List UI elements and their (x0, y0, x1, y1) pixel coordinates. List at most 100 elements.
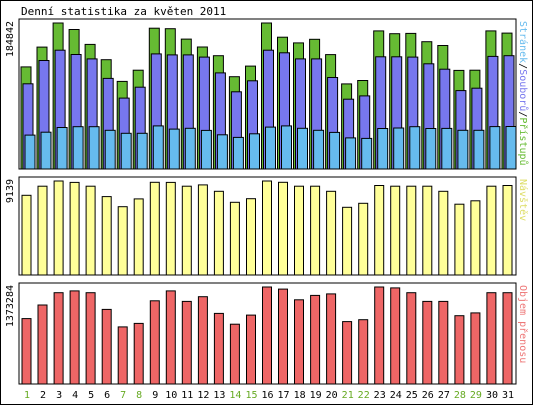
bar-hits-files-pages-s3-day-10 (168, 128, 180, 170)
bar-hits-files-pages-s3-day-19 (313, 129, 325, 170)
bar-traffic-s1-day-24 (390, 287, 401, 385)
bar-visits-s1-day-30 (486, 185, 497, 276)
bar-hits-files-pages-s3-day-16 (265, 126, 276, 170)
bar-hits-files-pages-s3-day-4 (72, 126, 84, 170)
legend-traffic-part-1: Objem přenosu (517, 285, 529, 363)
bar-hits-files-pages-s3-day-29 (473, 129, 485, 170)
legend-hits-files-pages-part-3: Souborů (517, 69, 529, 111)
bar-visits-s1-day-9 (149, 181, 160, 276)
bar-traffic-s1-day-16 (262, 286, 272, 385)
bar-visits-s1-day-27 (438, 190, 449, 276)
bar-traffic-s1-day-21 (342, 321, 353, 385)
bar-visits-s1-day-24 (390, 185, 401, 276)
bar-hits-files-pages-s3-day-7 (120, 132, 132, 170)
bar-traffic-s1-day-14 (229, 323, 240, 385)
ymax-label-traffic: 1373284 (5, 285, 16, 327)
bar-visits-s1-day-26 (422, 185, 433, 276)
bar-visits-s1-day-25 (406, 185, 417, 276)
bar-hits-files-pages-s3-day-15 (249, 133, 260, 170)
x-label-day-9: 9 (152, 390, 158, 401)
bar-visits-s1-day-17 (278, 181, 288, 276)
legend-traffic: Objem přenosu (517, 285, 529, 363)
x-axis-labels: 1 2 3 4 5 6 7 8 9 10 11 12 13 14 15 16 17 18 19 20 21 22 23 24 2… (24, 390, 514, 401)
bar-visits-s1-day-11 (181, 185, 192, 276)
panel-visits: 9139 Návštěv (5, 176, 529, 276)
bar-traffic-s1-day-1 (21, 318, 32, 385)
x-label-day-11: 11 (181, 390, 193, 401)
x-label-day-8: 8 (136, 390, 142, 401)
x-label-day-31: 31 (502, 390, 514, 401)
bar-traffic-s1-day-8 (133, 322, 144, 385)
x-label-day-10: 10 (165, 390, 177, 401)
legend-hits-files-pages-part-5: Přístupů (517, 117, 529, 165)
x-label-day-6: 6 (104, 390, 110, 401)
bar-visits-s1-day-7 (117, 206, 128, 276)
ymax-label-hits-files-pages: 184842 (5, 21, 16, 57)
x-label-day-16: 16 (261, 390, 273, 401)
x-label-day-3: 3 (56, 390, 62, 401)
bar-visits-s1-day-23 (374, 185, 385, 276)
bar-traffic-s1-day-17 (278, 288, 288, 385)
bar-hits-files-pages-s3-day-13 (216, 134, 228, 170)
bar-visits-s1-day-10 (165, 181, 176, 276)
x-label-day-4: 4 (72, 390, 78, 401)
bar-hits-files-pages-s3-day-22 (361, 137, 373, 170)
x-label-day-20: 20 (326, 390, 338, 401)
bar-traffic-s1-day-29 (470, 312, 481, 385)
bar-traffic-s1-day-18 (294, 299, 304, 385)
bar-visits-s1-day-3 (53, 180, 64, 276)
bar-traffic-s1-day-13 (213, 312, 224, 385)
bar-hits-files-pages-s3-day-18 (297, 127, 308, 170)
bar-hits-files-pages-s3-day-17 (281, 125, 292, 170)
bar-visits-s1-day-1 (21, 194, 32, 276)
bar-traffic-s1-day-27 (438, 300, 449, 385)
bar-hits-files-pages-s3-day-2 (40, 131, 52, 170)
x-label-day-5: 5 (88, 390, 94, 401)
ymax-label-visits: 9139 (5, 179, 16, 203)
bar-hits-files-pages-s3-day-11 (184, 127, 196, 170)
series-traffic-1 (21, 286, 513, 385)
bar-visits-s1-day-13 (213, 190, 224, 276)
bar-traffic-s1-day-5 (85, 292, 96, 385)
legend-hits-files-pages-part-1: Stránek (517, 21, 529, 63)
bar-traffic-s1-day-9 (149, 300, 160, 385)
bar-hits-files-pages-s3-day-20 (329, 131, 341, 170)
legend-hits-files-pages: Stránek/Souborů/Přístupů (517, 21, 529, 166)
bar-hits-files-pages-s3-day-31 (505, 126, 517, 170)
bar-traffic-s1-day-11 (181, 300, 192, 385)
bar-hits-files-pages-s3-day-21 (345, 137, 357, 170)
legend-visits-part-1: Návštěv (517, 179, 529, 221)
bar-traffic-s1-day-28 (454, 315, 465, 385)
bar-traffic-s1-day-6 (101, 308, 112, 385)
x-label-day-18: 18 (294, 390, 306, 401)
bar-hits-files-pages-s3-day-24 (393, 127, 405, 170)
bar-hits-files-pages-s3-day-3 (56, 127, 68, 170)
bar-visits-s1-day-4 (69, 181, 80, 276)
bar-visits-s1-day-2 (37, 185, 48, 276)
bar-hits-files-pages-s3-day-14 (232, 136, 244, 170)
bar-traffic-s1-day-15 (246, 314, 256, 385)
bar-visits-s1-day-28 (454, 203, 465, 276)
series-hits-files-pages-2 (22, 49, 515, 170)
bar-hits-files-pages-s3-day-5 (88, 126, 100, 170)
bar-visits-s1-day-14 (229, 201, 240, 276)
bar-traffic-s1-day-22 (358, 319, 369, 385)
bar-hits-files-pages-s3-day-27 (441, 127, 453, 170)
x-label-day-7: 7 (120, 390, 126, 401)
bar-visits-s1-day-31 (502, 185, 513, 276)
series-visits-1 (21, 180, 513, 276)
panel-hits-files-pages: 184842 Stránek/Souborů/Přístupů (5, 18, 529, 170)
x-label-day-1: 1 (24, 390, 30, 401)
legend-hits-files-pages-part-2: / (517, 63, 528, 69)
legend-visits: Návštěv (517, 179, 529, 221)
bar-traffic-s1-day-10 (165, 290, 176, 385)
bar-hits-files-pages-s3-day-6 (104, 129, 116, 170)
bar-hits-files-pages-s3-day-30 (489, 126, 501, 170)
bar-traffic-s1-day-30 (486, 292, 497, 385)
x-label-day-25: 25 (406, 390, 418, 401)
series-hits-files-pages-3 (24, 125, 517, 170)
x-label-day-30: 30 (486, 390, 498, 401)
bar-visits-s1-day-22 (358, 202, 369, 276)
bar-traffic-s1-day-2 (37, 304, 48, 385)
